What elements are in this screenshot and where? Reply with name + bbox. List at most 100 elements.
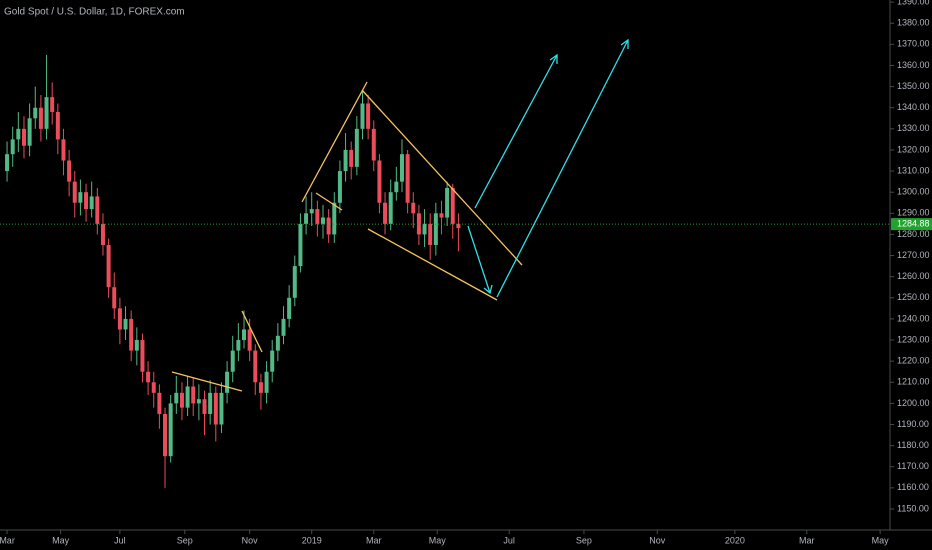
x-tick-label: Sep xyxy=(177,535,193,545)
candle-body xyxy=(337,171,342,203)
x-tick-label: Mar xyxy=(0,535,15,545)
y-tick-label: 1260.00 xyxy=(897,271,930,281)
y-tick-label: 1330.00 xyxy=(897,123,930,133)
arrow-head xyxy=(483,284,493,295)
trend-line xyxy=(241,310,263,353)
candle-body xyxy=(163,413,168,457)
arrow-head xyxy=(549,53,558,64)
candle-body xyxy=(360,103,365,129)
drawings xyxy=(171,38,629,392)
candle-body xyxy=(326,217,331,235)
candle-body xyxy=(225,371,230,393)
trend-line xyxy=(361,89,523,266)
x-tick-label: 2020 xyxy=(725,535,745,545)
candle-body xyxy=(55,111,60,140)
candle-body xyxy=(134,340,139,351)
x-tick-label: Nov xyxy=(649,535,666,545)
candle-body xyxy=(405,154,410,203)
trend-line xyxy=(171,371,243,392)
x-tick-label: 2019 xyxy=(302,535,322,545)
candle-body xyxy=(202,399,207,414)
candle-body xyxy=(377,160,382,203)
candle-body xyxy=(428,223,433,245)
candle-body xyxy=(112,287,117,309)
candle-body xyxy=(151,382,156,393)
candle-body xyxy=(371,128,376,161)
candle-body xyxy=(146,371,151,383)
candle-body xyxy=(84,192,89,210)
price-axis xyxy=(890,0,932,550)
last-price-tag xyxy=(891,218,932,231)
x-tick-label: May xyxy=(429,535,447,545)
candle-body xyxy=(433,213,438,245)
candle-body xyxy=(292,266,297,298)
candle-body xyxy=(354,128,359,167)
candle-body xyxy=(67,160,72,182)
candle-body xyxy=(236,340,241,351)
candle-body xyxy=(416,213,421,235)
candle-body xyxy=(78,192,83,203)
candle-body xyxy=(196,399,201,404)
y-tick-label: 1210.00 xyxy=(897,377,930,387)
candle-body xyxy=(168,403,173,457)
candle-body xyxy=(10,139,15,155)
candle-body xyxy=(89,196,94,210)
candle-body xyxy=(95,196,100,224)
y-tick-label: 1190.00 xyxy=(897,419,929,429)
y-tick-label: 1230.00 xyxy=(897,334,930,344)
candle-body xyxy=(219,392,224,425)
x-tick-label: Jul xyxy=(114,535,126,545)
arrow xyxy=(474,54,558,209)
candle-body xyxy=(304,213,309,224)
x-tick-label: Mar xyxy=(366,535,382,545)
candle-body xyxy=(422,223,427,235)
candle-body xyxy=(270,350,275,372)
y-tick-label: 1250.00 xyxy=(897,292,930,302)
y-tick-label: 1180.00 xyxy=(897,440,929,450)
candle-body xyxy=(50,97,55,112)
candle-body xyxy=(450,187,455,224)
arrow-head xyxy=(620,38,629,49)
y-tick-label: 1360.00 xyxy=(897,60,930,70)
candle-body xyxy=(191,386,196,404)
y-tick-label: 1300.00 xyxy=(897,187,930,197)
trend-line xyxy=(301,81,368,203)
candle-body xyxy=(213,392,218,425)
candle-body xyxy=(298,223,303,267)
candle-body xyxy=(117,308,122,330)
candle-body xyxy=(185,386,190,408)
y-tick-label: 1220.00 xyxy=(897,356,930,366)
trend-line xyxy=(367,228,498,301)
y-tick-label: 1240.00 xyxy=(897,313,930,323)
last-price-label: 1284.88 xyxy=(897,219,930,229)
candle-body xyxy=(439,213,444,218)
y-tick-label: 1390.00 xyxy=(897,0,930,6)
y-tick-label: 1150.00 xyxy=(897,503,929,513)
candle-body xyxy=(343,149,348,172)
y-tick-label: 1310.00 xyxy=(897,165,930,175)
candle-body xyxy=(309,209,314,214)
candle-body xyxy=(21,128,26,146)
candle-body xyxy=(27,118,32,146)
candle-body xyxy=(349,149,354,167)
candle-body xyxy=(123,318,128,330)
x-tick-label: Sep xyxy=(576,535,592,545)
candle-body xyxy=(106,244,111,288)
candle-body xyxy=(129,318,134,351)
candle-body xyxy=(275,335,280,351)
candle-body xyxy=(287,297,292,319)
y-tick-label: 1200.00 xyxy=(897,398,930,408)
candle-body xyxy=(258,382,263,393)
candle-body xyxy=(383,202,388,224)
candle-body xyxy=(179,392,184,408)
candle-body xyxy=(140,340,145,372)
chart-title: Gold Spot / U.S. Dollar, 1D, FOREX.com xyxy=(4,7,185,18)
candle-body xyxy=(281,318,286,336)
candle-body xyxy=(208,392,213,414)
y-tick-label: 1320.00 xyxy=(897,144,930,154)
candle-body xyxy=(394,181,399,193)
